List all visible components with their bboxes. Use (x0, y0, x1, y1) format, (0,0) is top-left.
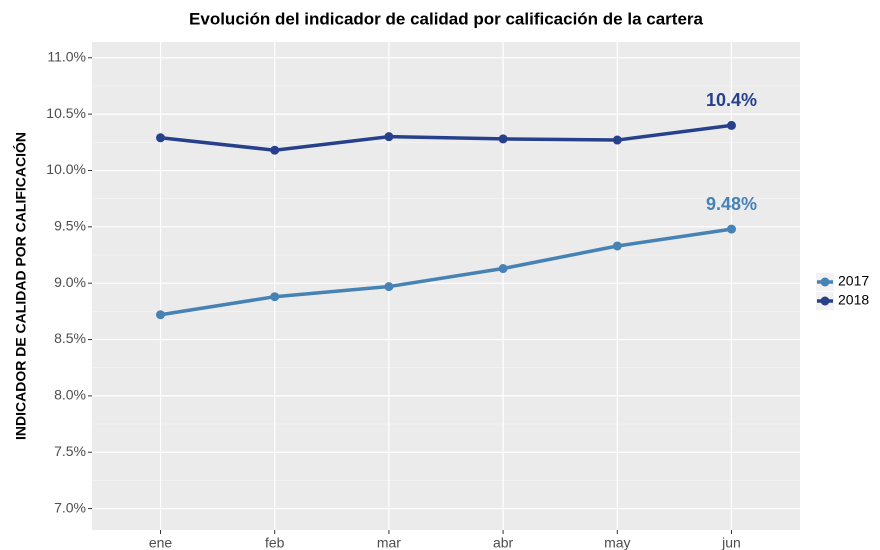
panel (92, 42, 800, 530)
point (384, 132, 394, 142)
legend-key-point (820, 296, 830, 306)
point (726, 120, 736, 130)
point (156, 133, 166, 143)
point (498, 264, 508, 274)
y-tick-label: 7.5% (54, 443, 86, 459)
point (156, 310, 166, 320)
y-tick-label: 8.5% (54, 330, 86, 346)
y-tick-label: 11.0% (47, 48, 86, 64)
legend-label: 2017 (838, 273, 869, 289)
y-tick-label: 7.0% (54, 499, 86, 515)
y-tick-label: 9.0% (54, 274, 86, 290)
value-label: 10.4% (706, 90, 757, 110)
y-tick-label: 10.0% (46, 161, 86, 177)
x-tick-label: mar (377, 535, 401, 550)
x-tick-label: may (604, 535, 630, 550)
point (726, 224, 736, 234)
series-line (160, 227, 732, 317)
chart-title: Evolución del indicador de calidad por c… (189, 9, 703, 28)
series-line (160, 123, 732, 152)
point (498, 134, 508, 144)
point (384, 282, 394, 292)
point (612, 241, 622, 251)
y-tick-label: 10.5% (46, 105, 86, 121)
x-tick-label: abr (493, 535, 514, 550)
value-label: 9.48% (706, 194, 757, 214)
point (270, 292, 280, 302)
x-tick-label: feb (265, 535, 285, 550)
point (270, 145, 280, 155)
y-tick-label: 9.5% (54, 218, 86, 234)
legend-label: 2018 (838, 292, 869, 308)
point (612, 135, 622, 145)
x-tick-label: ene (149, 535, 173, 550)
x-tick-label: jun (721, 535, 741, 550)
legend-key-point (820, 277, 830, 287)
y-axis-title: INDICADOR DE CALIDAD POR CALIFICACIÓN (12, 132, 29, 440)
y-tick-label: 8.0% (54, 387, 86, 403)
